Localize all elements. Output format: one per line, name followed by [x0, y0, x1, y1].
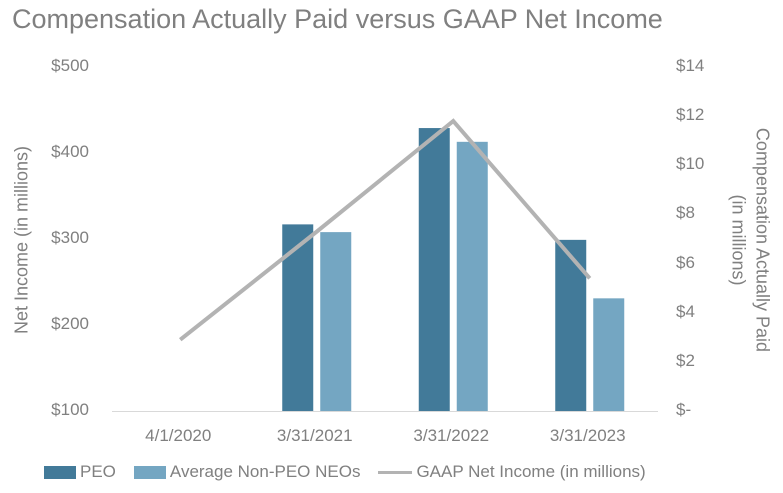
bar-non-peo-3 — [593, 298, 625, 411]
left-axis-tick: $500 — [51, 56, 89, 75]
bar-non-peo-2 — [456, 141, 488, 411]
right-axis-tick: $- — [676, 400, 692, 419]
bar-non-peo-1 — [320, 232, 352, 411]
right-axis-tick: $8 — [676, 203, 695, 223]
x-axis-tick: 3/31/2021 — [276, 426, 353, 445]
legend-swatch-peo — [44, 465, 76, 479]
chart-title: Compensation Actually Paid versus GAAP N… — [12, 4, 663, 34]
left-axis-tick: $300 — [51, 228, 89, 247]
right-axis-tick: $12 — [676, 105, 705, 125]
right-axis-tick: $14 — [676, 56, 705, 75]
legend-swatch-net-income — [378, 470, 413, 474]
line-gaap-net-income — [179, 118, 592, 342]
x-axis-tick: 4/1/2020 — [145, 426, 212, 445]
left-axis-tick: $100 — [51, 400, 89, 419]
legend-item-peo: PEO — [44, 462, 116, 482]
legend-label-peo: PEO — [80, 462, 116, 481]
right-axis-tick: $10 — [676, 154, 705, 174]
legend-item-net-income: GAAP Net Income (in millions) — [378, 462, 646, 482]
x-axis-tick: 3/31/2022 — [413, 426, 490, 445]
left-axis-tick: $400 — [51, 142, 89, 161]
legend-label-net-income: GAAP Net Income (in millions) — [416, 462, 646, 481]
x-axis-tick: 3/31/2023 — [549, 426, 626, 445]
right-axis-tick: $6 — [676, 252, 695, 272]
legend: PEO Average Non-PEO NEOs GAAP Net Income… — [44, 462, 664, 482]
right-axis-tick: $2 — [676, 350, 695, 370]
bar-peo-2 — [418, 128, 450, 411]
left-axis-tick: $200 — [51, 314, 89, 333]
bar-peo-3 — [555, 239, 587, 411]
legend-label-non-peo: Average Non-PEO NEOs — [169, 462, 361, 481]
right-axis-tick: $4 — [676, 301, 695, 321]
legend-item-non-peo: Average Non-PEO NEOs — [133, 462, 361, 482]
bar-peo-1 — [282, 224, 314, 411]
legend-swatch-non-peo — [133, 465, 166, 479]
